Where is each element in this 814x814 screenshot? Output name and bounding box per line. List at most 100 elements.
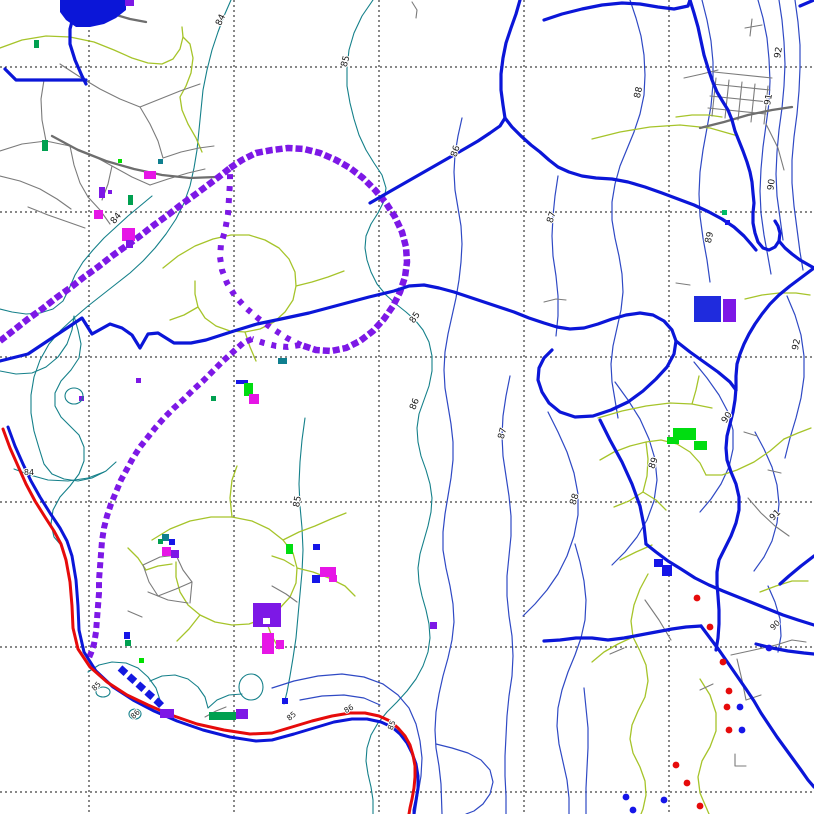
rivers-path: [0, 283, 678, 419]
olive-roads-path: [783, 427, 812, 440]
gray-roads-path: [142, 564, 159, 597]
marker-rect: [125, 0, 134, 6]
gray-roads-path: [683, 69, 719, 79]
marker-rect: [158, 539, 163, 544]
rivers-path: [754, 642, 814, 656]
gray-roads-path: [271, 585, 298, 603]
teal-contours-path: [87, 661, 161, 701]
rivers-path: [542, 0, 692, 22]
gray-roads-path: [744, 24, 763, 29]
gray-roads-path: [189, 581, 193, 604]
blue-contours-path: [791, 0, 804, 271]
layer-railway-purple: [0, 144, 411, 355]
gray-roads-path: [749, 18, 753, 37]
railway-purple-path: [0, 165, 233, 344]
marker-dots-layer: [622, 594, 773, 814]
gray-roads-path: [775, 639, 807, 646]
marker-rect: [282, 698, 288, 704]
marker-rect: [725, 220, 730, 225]
marker-rect: [108, 190, 112, 194]
gray-roads-path: [69, 145, 89, 198]
marker-rect: [329, 575, 337, 582]
olive-roads-path: [697, 678, 717, 814]
blue-contours-path: [299, 694, 381, 706]
marker-rect: [144, 171, 156, 179]
marker-dot: [719, 658, 727, 666]
olive-roads-path: [229, 465, 238, 518]
gray-roads-heavy-path: [50, 134, 218, 180]
olive-roads-path: [591, 636, 634, 663]
marker-rect: [128, 195, 133, 205]
contour-label: 85: [292, 495, 304, 508]
marker-rect: [136, 378, 141, 383]
marker-rect: [124, 632, 130, 639]
gray-roads-path: [40, 79, 47, 142]
gray-roads-path: [411, 1, 418, 19]
blue-contours-path: [757, 0, 772, 275]
gray-roads-path: [543, 298, 567, 303]
contour-label: 89: [647, 456, 660, 470]
marker-rect: [125, 640, 131, 646]
olive-roads-path: [599, 439, 707, 476]
gray-roads-path: [699, 683, 714, 691]
contour-label: 84: [214, 13, 228, 28]
contour-label: 86: [450, 144, 463, 158]
marker-dot: [725, 726, 733, 734]
marker-dot: [660, 796, 668, 804]
gray-roads-path: [750, 83, 756, 123]
gray-roads-path: [767, 469, 782, 474]
gray-roads-path: [175, 554, 193, 583]
gray-roads-path: [713, 71, 773, 79]
rivers-path: [3, 67, 88, 82]
rivers-path: [777, 239, 814, 270]
marker-rect: [320, 567, 336, 577]
marker-dot: [723, 703, 731, 711]
blue-contours-path: [435, 743, 494, 814]
marker-rect: [171, 550, 179, 558]
marker-dot: [683, 779, 691, 787]
rivers-path: [644, 542, 814, 627]
marker-rect: [654, 559, 663, 567]
contour-label: 92: [773, 46, 785, 59]
blue-contours-path: [753, 431, 780, 572]
marker-rect: [211, 396, 216, 401]
olive-roads-path: [597, 402, 713, 419]
pond-outline: [128, 708, 142, 720]
pond-outline: [238, 673, 264, 701]
olive-roads-path: [176, 614, 201, 642]
marker-dot: [696, 802, 704, 810]
marker-rect: [118, 159, 122, 163]
marker-rect: [244, 383, 253, 396]
teal-contours-path: [207, 693, 243, 709]
layer-teal-contours: [0, 0, 433, 814]
rivers-path: [674, 339, 738, 392]
marker-rect: [122, 228, 135, 241]
marker-dot: [629, 806, 637, 814]
contour-label: 85: [386, 719, 398, 731]
rivers-path: [688, 0, 782, 252]
marker-dot: [725, 687, 733, 695]
contour-label: 85: [340, 55, 353, 69]
highway-red-path: [1, 427, 417, 814]
olive-roads-path: [705, 438, 785, 476]
gray-roads-heavy-path: [698, 105, 794, 130]
rivers-path: [699, 624, 814, 789]
railway-purple-tail-path: [85, 336, 254, 662]
marker-rect: [126, 240, 133, 248]
olive-roads-path: [145, 563, 173, 571]
rivers-path: [542, 624, 703, 643]
gray-roads-path: [139, 106, 164, 159]
railway-purple-sparse-path: [251, 336, 301, 350]
contour-label: 88: [633, 86, 645, 100]
marker-rect: [276, 640, 284, 649]
layer-railway-purple-sparse: [217, 168, 303, 350]
contour-label: 87: [546, 210, 559, 224]
gray-roads-path: [127, 610, 143, 618]
rivers-path: [499, 0, 522, 120]
marker-rect: [262, 633, 274, 654]
marker-rect: [158, 159, 163, 164]
marker-rect: [286, 544, 293, 554]
layer-blue-contours: [271, 0, 805, 814]
